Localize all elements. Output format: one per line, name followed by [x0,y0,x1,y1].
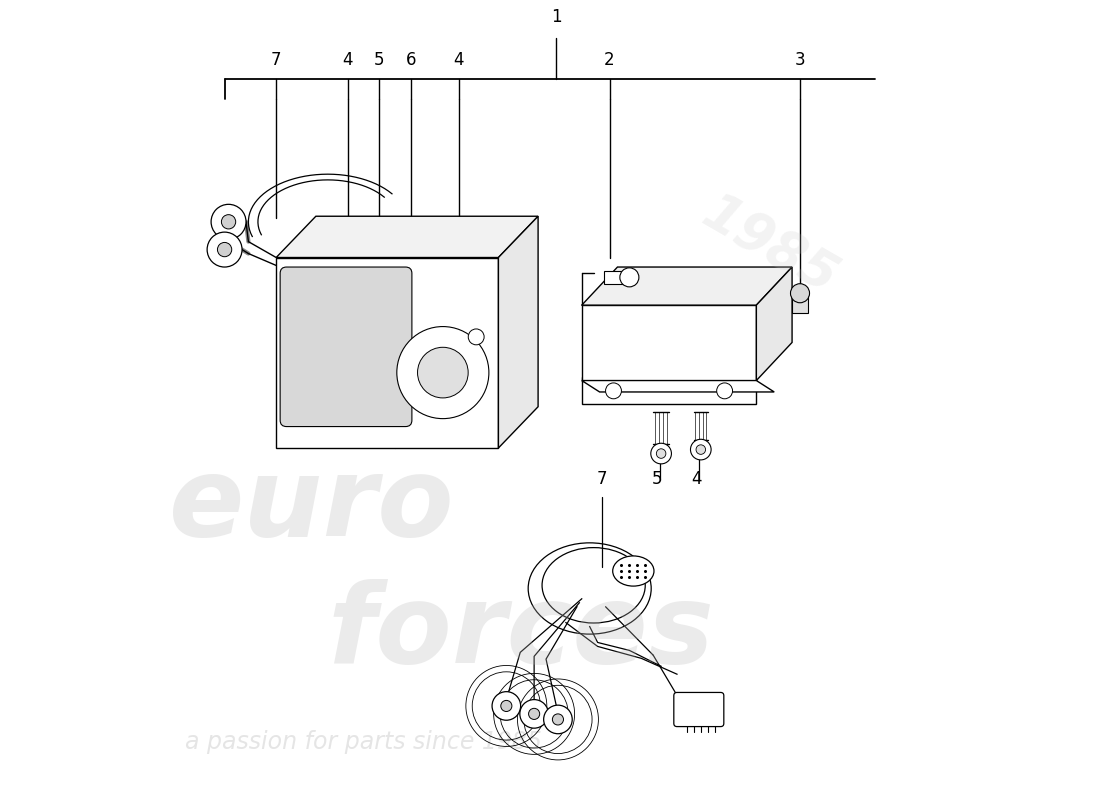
Circle shape [492,692,520,720]
Circle shape [606,383,621,398]
Polygon shape [276,216,538,258]
Circle shape [717,383,733,398]
FancyBboxPatch shape [280,267,411,426]
Ellipse shape [613,556,654,586]
Text: euro: euro [169,452,454,559]
Circle shape [552,714,563,725]
Text: 7: 7 [271,50,282,69]
Text: 4: 4 [342,50,353,69]
Text: 1: 1 [551,8,562,26]
Circle shape [418,347,469,398]
Polygon shape [582,377,757,404]
Polygon shape [498,216,538,448]
Circle shape [500,700,512,711]
Text: 1985: 1985 [693,186,846,305]
Bar [604,271,623,284]
Text: 5: 5 [374,50,385,69]
Circle shape [529,708,540,719]
Circle shape [218,242,232,257]
Circle shape [651,443,671,464]
Text: 4: 4 [453,50,464,69]
Text: 7: 7 [596,470,607,488]
Text: 5: 5 [652,470,662,488]
Circle shape [397,326,488,418]
Circle shape [791,284,810,302]
Text: 3: 3 [794,50,805,69]
Circle shape [543,705,572,734]
Polygon shape [582,381,774,392]
Polygon shape [582,305,757,381]
Circle shape [211,204,246,239]
Circle shape [657,449,665,458]
FancyBboxPatch shape [674,693,724,726]
Text: forces: forces [328,579,715,686]
Polygon shape [757,267,792,381]
Circle shape [696,445,705,454]
Polygon shape [582,267,792,305]
Polygon shape [276,258,498,448]
Bar [792,294,808,313]
Text: 4: 4 [692,470,702,488]
Circle shape [221,214,235,229]
Text: 6: 6 [406,50,417,69]
Circle shape [691,439,711,460]
Circle shape [619,268,639,287]
Text: a passion for parts since 1985: a passion for parts since 1985 [185,730,542,754]
Circle shape [520,699,549,728]
Circle shape [207,232,242,267]
Text: 2: 2 [604,50,615,69]
Circle shape [469,329,484,345]
